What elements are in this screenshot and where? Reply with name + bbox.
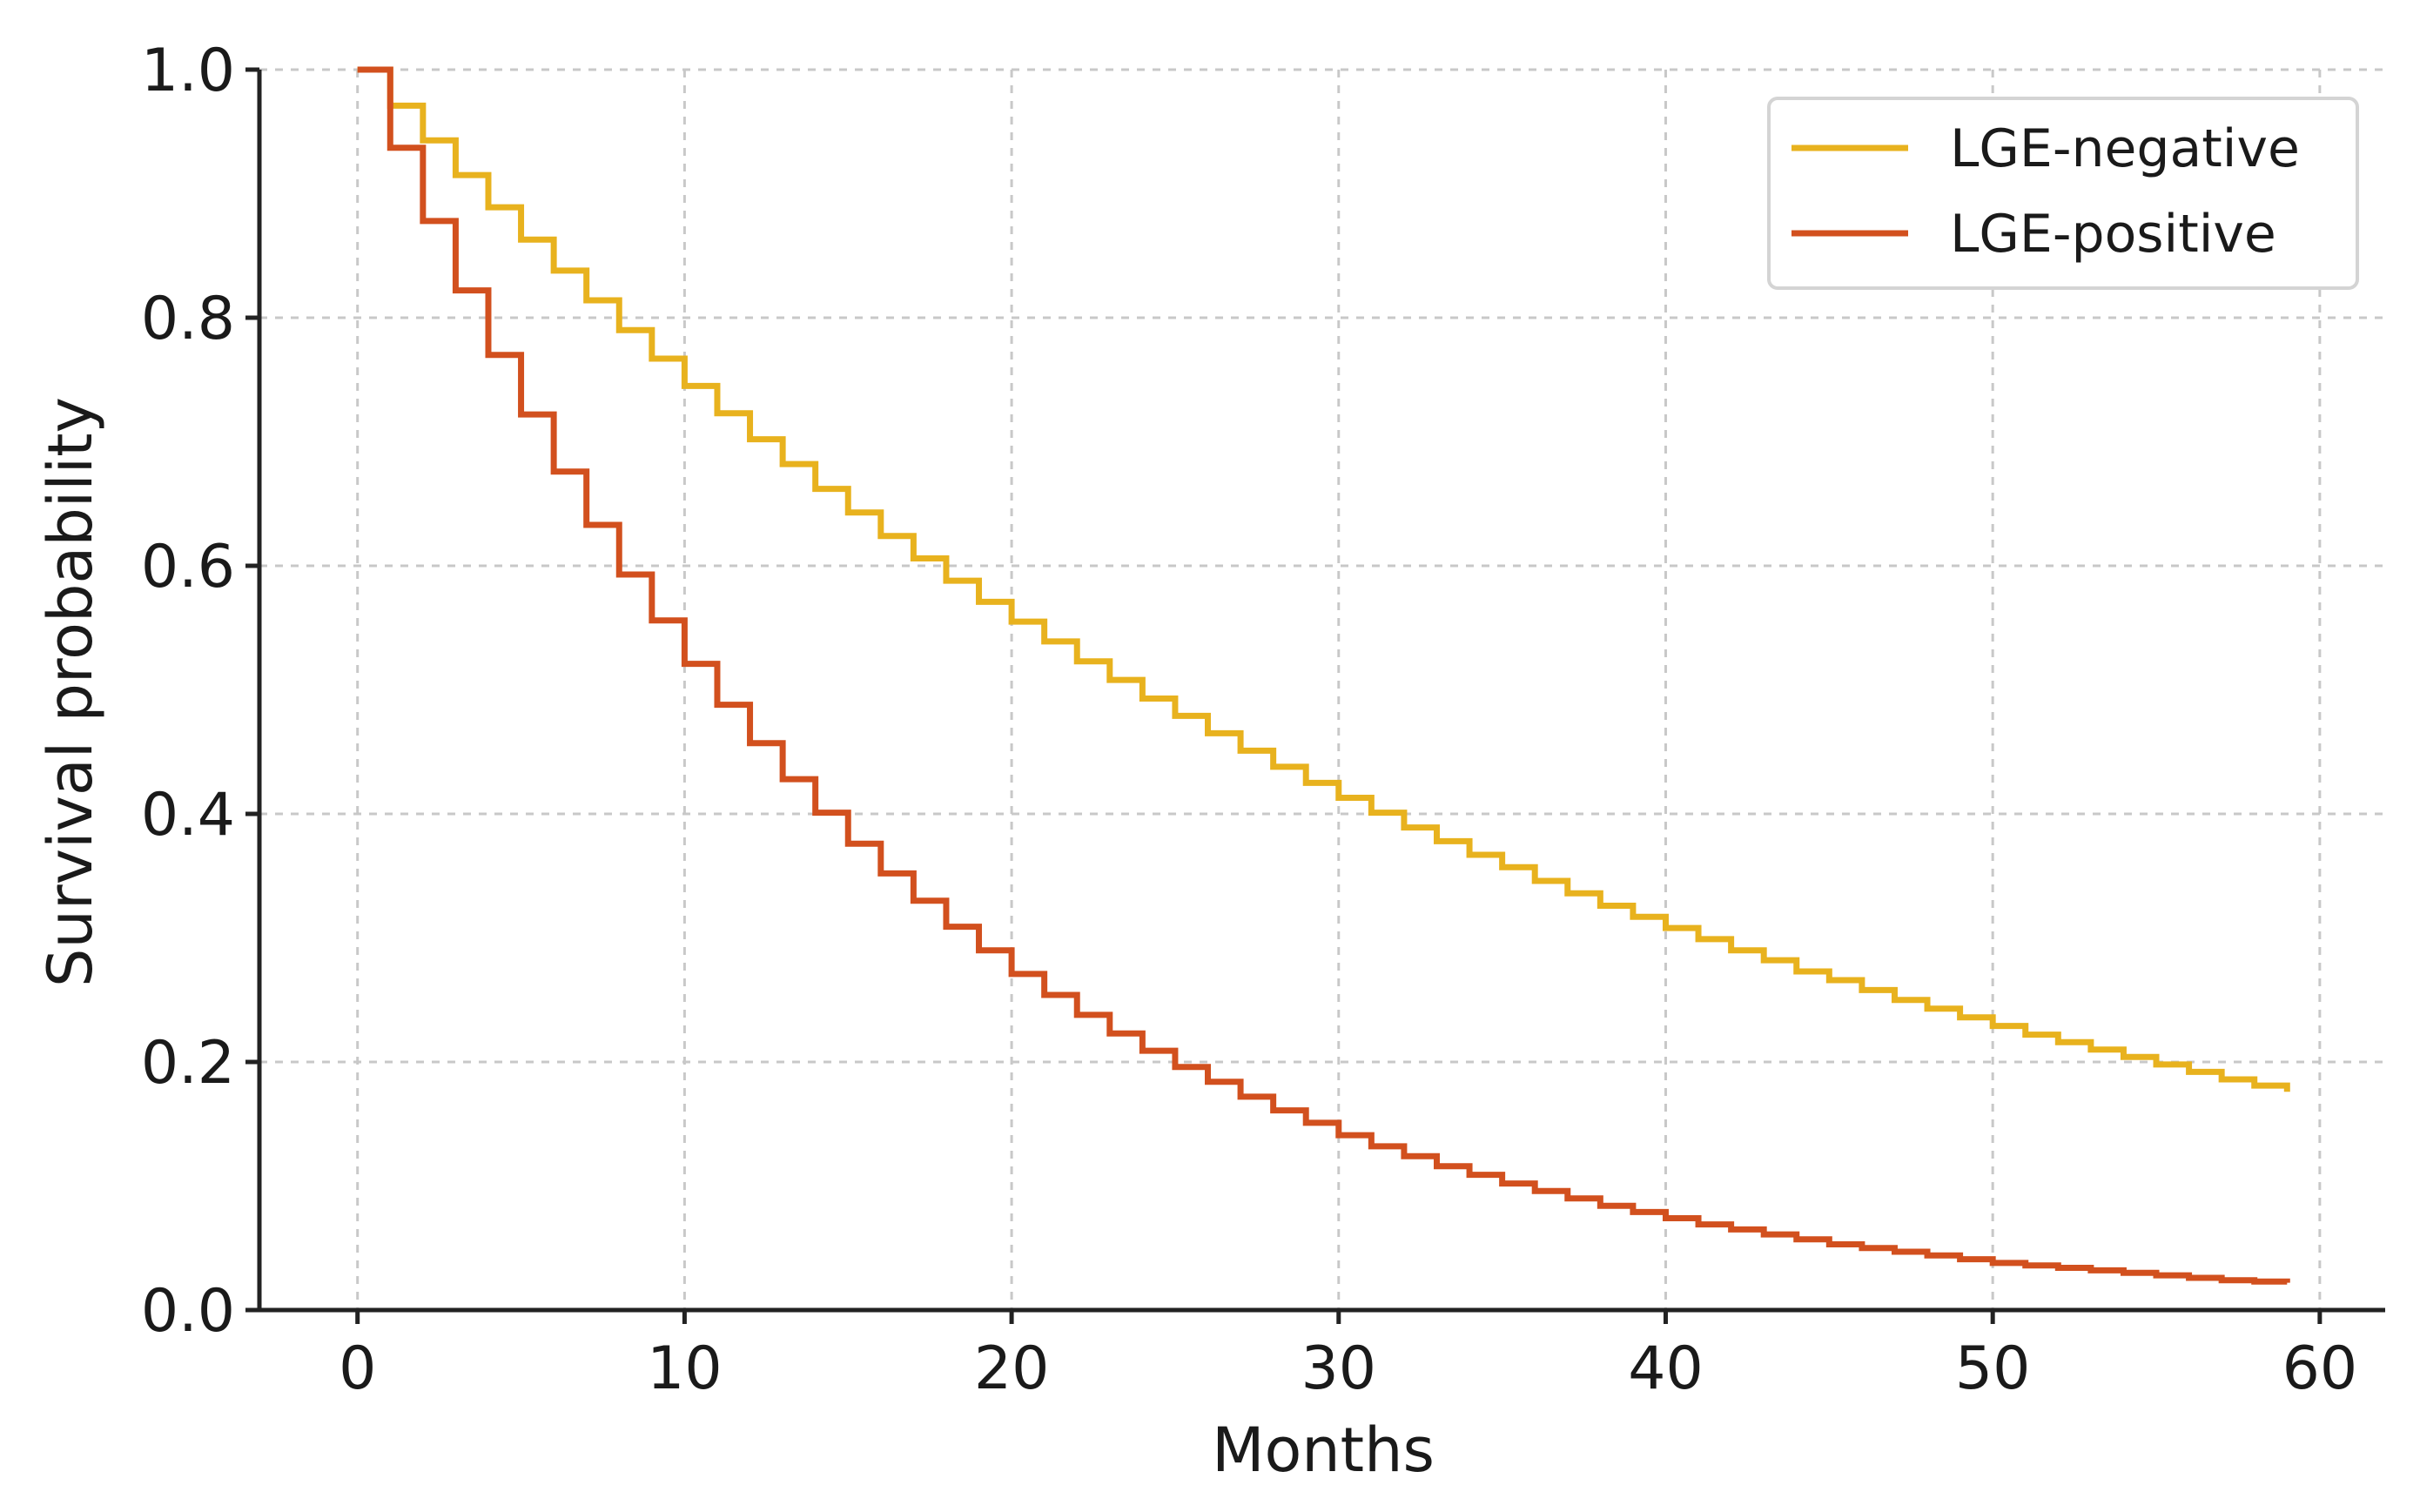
y-tick-label: 0.8 [141,285,235,353]
axes [245,67,2385,1324]
legend: LGE-negative LGE-positive [1767,97,2359,290]
x-tick-label: 50 [1955,1334,2031,1403]
x-tick-label: 60 [2282,1334,2358,1403]
x-tick-label: 20 [974,1334,1050,1403]
tick-labels: 0 10 20 30 40 50 60 0.0 0.2 0.4 0.6 0.8 1.0 [141,37,2357,1403]
y-axis-label: Survival probability [35,397,106,987]
x-tick-label: 30 [1301,1334,1377,1403]
x-tick-label: 0 [339,1334,376,1403]
legend-entry-lge-positive: LGE-positive [1950,204,2276,265]
legend-box [1767,97,2359,290]
legend-entry-lge-negative: LGE-negative [1950,118,2300,179]
x-tick-label: 10 [647,1334,723,1403]
series-line-lge-positive [357,66,2290,1285]
x-axis-label: Months [1212,1415,1435,1486]
x-tick-label: 40 [1628,1334,1704,1403]
y-tick-label: 0.4 [141,781,235,850]
y-tick-label: 0.6 [141,533,235,601]
y-tick-label: 1.0 [141,37,235,105]
y-tick-label: 0.0 [141,1277,235,1346]
y-tick-label: 0.2 [141,1029,235,1098]
series-lines [357,66,2290,1285]
series-line-lge-negative [357,66,2290,1092]
